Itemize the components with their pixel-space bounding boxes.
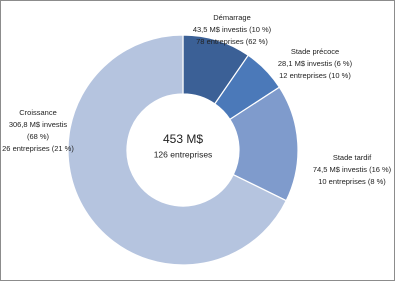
slice-value-label: 306,8 M$ investis [9, 120, 68, 129]
slice-value-label: 28,1 M$ investis (6 %) [278, 59, 353, 68]
donut-slice [67, 34, 288, 266]
slice-label: Croissance [19, 108, 57, 117]
slice-value-label: 12 entreprises (10 %) [279, 71, 351, 80]
slice-value-label: 78 entreprises (62 %) [196, 37, 268, 46]
slice-label: Stade tardif [333, 153, 372, 162]
slice-value-label: 26 entreprises (21 %) [2, 144, 74, 153]
center-subtitle: 126 entreprises [154, 149, 213, 159]
slice-label: Démarrage [213, 13, 251, 22]
slice-value-label: (68 %) [27, 132, 50, 141]
center-title: 453 M$ [163, 132, 203, 146]
slice-value-label: 10 entreprises (8 %) [318, 177, 386, 186]
slice-value-label: 43,5 M$ investis (10 %) [193, 25, 272, 34]
slice-label: Stade précoce [291, 47, 339, 56]
slice-value-label: 74,5 M$ investis (16 %) [313, 165, 392, 174]
